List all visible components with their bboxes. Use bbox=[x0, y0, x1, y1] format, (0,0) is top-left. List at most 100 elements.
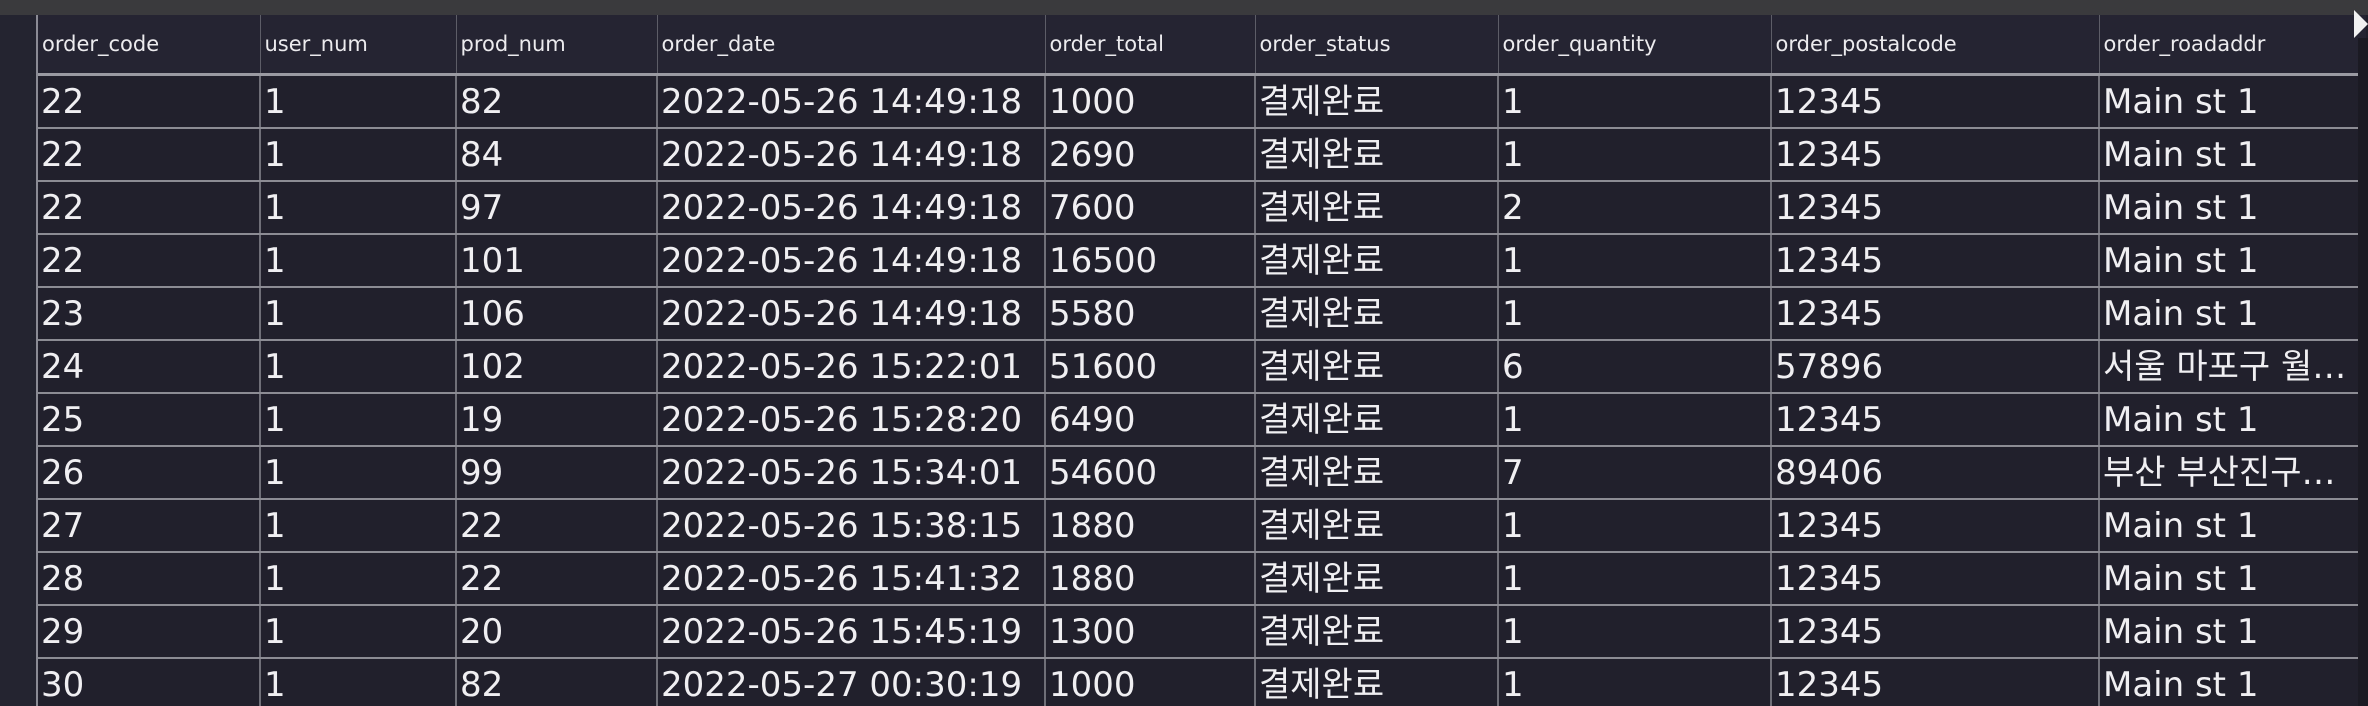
cell-order-total[interactable]: 1000 bbox=[1045, 658, 1256, 706]
cell-order-quantity[interactable]: 6 bbox=[1498, 340, 1772, 394]
column-header-order-roadaddr[interactable]: order_roadaddr bbox=[2099, 15, 2366, 76]
cell-user-num[interactable]: 1 bbox=[260, 181, 457, 235]
cell-order-date[interactable]: 2022-05-26 15:22:01 bbox=[657, 340, 1046, 394]
cell-order-roadaddr[interactable]: Main st 1 bbox=[2099, 128, 2366, 182]
cell-order-total[interactable]: 1880 bbox=[1045, 499, 1256, 553]
cell-order-total[interactable]: 54600 bbox=[1045, 446, 1256, 500]
cell-order-code[interactable]: 22 bbox=[38, 181, 261, 235]
cell-prod-num[interactable]: 82 bbox=[456, 658, 658, 706]
cell-user-num[interactable]: 1 bbox=[260, 446, 457, 500]
table-row[interactable]: 23 1 106 2022-05-26 14:49:18 5580 결제완료 1 12345 M… bbox=[38, 287, 2366, 341]
cell-order-code[interactable]: 29 bbox=[38, 605, 261, 659]
cell-order-quantity[interactable]: 2 bbox=[1498, 181, 1772, 235]
cell-order-postalcode[interactable]: 12345 bbox=[1771, 234, 2100, 288]
cell-prod-num[interactable]: 82 bbox=[456, 74, 658, 129]
cell-user-num[interactable]: 1 bbox=[260, 128, 457, 182]
cell-order-quantity[interactable]: 1 bbox=[1498, 658, 1772, 706]
cell-order-date[interactable]: 2022-05-26 15:38:15 bbox=[657, 499, 1046, 553]
table-row[interactable]: 26 1 99 2022-05-26 15:34:01 54600 결제완료 7 89406 부… bbox=[38, 446, 2366, 500]
cell-order-total[interactable]: 1300 bbox=[1045, 605, 1256, 659]
cell-order-status[interactable]: 결제완료 bbox=[1255, 499, 1499, 553]
table-row[interactable]: 22 1 97 2022-05-26 14:49:18 7600 결제완료 2 12345 Ma… bbox=[38, 181, 2366, 235]
cell-order-date[interactable]: 2022-05-26 15:34:01 bbox=[657, 446, 1046, 500]
cell-prod-num[interactable]: 22 bbox=[456, 552, 658, 606]
cell-order-postalcode[interactable]: 12345 bbox=[1771, 499, 2100, 553]
cell-order-quantity[interactable]: 1 bbox=[1498, 552, 1772, 606]
cell-user-num[interactable]: 1 bbox=[260, 658, 457, 706]
cell-prod-num[interactable]: 102 bbox=[456, 340, 658, 394]
table-row[interactable]: 25 1 19 2022-05-26 15:28:20 6490 결제완료 1 12345 Ma… bbox=[38, 393, 2366, 447]
cell-order-roadaddr[interactable]: Main st 1 bbox=[2099, 74, 2366, 129]
cell-order-total[interactable]: 5580 bbox=[1045, 287, 1256, 341]
cell-order-postalcode[interactable]: 12345 bbox=[1771, 181, 2100, 235]
cell-order-roadaddr[interactable]: 부산 부산진구… bbox=[2099, 446, 2366, 500]
column-header-order-date[interactable]: order_date bbox=[657, 15, 1046, 76]
cell-order-postalcode[interactable]: 12345 bbox=[1771, 74, 2100, 129]
cell-order-quantity[interactable]: 1 bbox=[1498, 499, 1772, 553]
cell-order-postalcode[interactable]: 12345 bbox=[1771, 287, 2100, 341]
cell-order-date[interactable]: 2022-05-26 15:45:19 bbox=[657, 605, 1046, 659]
cell-order-postalcode[interactable]: 12345 bbox=[1771, 658, 2100, 706]
cell-user-num[interactable]: 1 bbox=[260, 552, 457, 606]
cell-order-quantity[interactable]: 1 bbox=[1498, 74, 1772, 129]
cell-order-code[interactable]: 28 bbox=[38, 552, 261, 606]
table-row[interactable]: 30 1 82 2022-05-27 00:30:19 1000 결제완료 1 12345 Ma… bbox=[38, 658, 2366, 706]
cell-user-num[interactable]: 1 bbox=[260, 499, 457, 553]
column-header-user-num[interactable]: user_num bbox=[260, 15, 457, 76]
cell-prod-num[interactable]: 20 bbox=[456, 605, 658, 659]
cell-order-status[interactable]: 결제완료 bbox=[1255, 128, 1499, 182]
cell-order-total[interactable]: 1000 bbox=[1045, 74, 1256, 129]
cell-order-total[interactable]: 1880 bbox=[1045, 552, 1256, 606]
cell-order-code[interactable]: 26 bbox=[38, 446, 261, 500]
cell-order-status[interactable]: 결제완료 bbox=[1255, 446, 1499, 500]
cell-order-code[interactable]: 22 bbox=[38, 234, 261, 288]
cell-user-num[interactable]: 1 bbox=[260, 234, 457, 288]
cell-order-postalcode[interactable]: 89406 bbox=[1771, 446, 2100, 500]
cell-order-date[interactable]: 2022-05-26 14:49:18 bbox=[657, 234, 1046, 288]
cell-order-postalcode[interactable]: 12345 bbox=[1771, 128, 2100, 182]
cell-prod-num[interactable]: 101 bbox=[456, 234, 658, 288]
cell-order-code[interactable]: 25 bbox=[38, 393, 261, 447]
cell-order-roadaddr[interactable]: Main st 1 bbox=[2099, 287, 2366, 341]
cell-order-total[interactable]: 7600 bbox=[1045, 181, 1256, 235]
cell-prod-num[interactable]: 19 bbox=[456, 393, 658, 447]
cell-prod-num[interactable]: 97 bbox=[456, 181, 658, 235]
cell-order-total[interactable]: 16500 bbox=[1045, 234, 1256, 288]
cell-order-date[interactable]: 2022-05-26 14:49:18 bbox=[657, 287, 1046, 341]
cell-prod-num[interactable]: 22 bbox=[456, 499, 658, 553]
cell-prod-num[interactable]: 84 bbox=[456, 128, 658, 182]
cell-order-status[interactable]: 결제완료 bbox=[1255, 658, 1499, 706]
cell-order-roadaddr[interactable]: Main st 1 bbox=[2099, 393, 2366, 447]
cell-order-roadaddr[interactable]: Main st 1 bbox=[2099, 499, 2366, 553]
cell-order-quantity[interactable]: 1 bbox=[1498, 605, 1772, 659]
cell-user-num[interactable]: 1 bbox=[260, 74, 457, 129]
table-row[interactable]: 22 1 82 2022-05-26 14:49:18 1000 결제완료 1 12345 Ma… bbox=[38, 74, 2366, 129]
cell-order-postalcode[interactable]: 12345 bbox=[1771, 552, 2100, 606]
cell-order-quantity[interactable]: 7 bbox=[1498, 446, 1772, 500]
cell-user-num[interactable]: 1 bbox=[260, 393, 457, 447]
cell-order-date[interactable]: 2022-05-26 15:28:20 bbox=[657, 393, 1046, 447]
table-row[interactable]: 22 1 101 2022-05-26 14:49:18 16500 결제완료 1 12345… bbox=[38, 234, 2366, 288]
cell-prod-num[interactable]: 106 bbox=[456, 287, 658, 341]
cell-order-status[interactable]: 결제완료 bbox=[1255, 393, 1499, 447]
cell-order-postalcode[interactable]: 57896 bbox=[1771, 340, 2100, 394]
table-row[interactable]: 24 1 102 2022-05-26 15:22:01 51600 결제완료 6 57896… bbox=[38, 340, 2366, 394]
cell-order-roadaddr[interactable]: Main st 1 bbox=[2099, 658, 2366, 706]
cell-order-roadaddr[interactable]: Main st 1 bbox=[2099, 552, 2366, 606]
cell-order-date[interactable]: 2022-05-26 14:49:18 bbox=[657, 74, 1046, 129]
cell-order-code[interactable]: 30 bbox=[38, 658, 261, 706]
cell-order-roadaddr[interactable]: 서울 마포구 월… bbox=[2099, 340, 2366, 394]
cell-order-status[interactable]: 결제완료 bbox=[1255, 74, 1499, 129]
column-header-order-postalcode[interactable]: order_postalcode bbox=[1771, 15, 2100, 76]
cell-order-quantity[interactable]: 1 bbox=[1498, 393, 1772, 447]
cell-order-roadaddr[interactable]: Main st 1 bbox=[2099, 181, 2366, 235]
cell-user-num[interactable]: 1 bbox=[260, 340, 457, 394]
column-header-order-status[interactable]: order_status bbox=[1255, 15, 1499, 76]
cell-order-date[interactable]: 2022-05-26 14:49:18 bbox=[657, 181, 1046, 235]
table-row[interactable]: 22 1 84 2022-05-26 14:49:18 2690 결제완료 1 12345 Ma… bbox=[38, 128, 2366, 182]
table-row[interactable]: 28 1 22 2022-05-26 15:41:32 1880 결제완료 1 12345 Ma… bbox=[38, 552, 2366, 606]
cell-order-code[interactable]: 27 bbox=[38, 499, 261, 553]
cell-order-code[interactable]: 22 bbox=[38, 128, 261, 182]
cell-order-code[interactable]: 23 bbox=[38, 287, 261, 341]
cell-user-num[interactable]: 1 bbox=[260, 287, 457, 341]
